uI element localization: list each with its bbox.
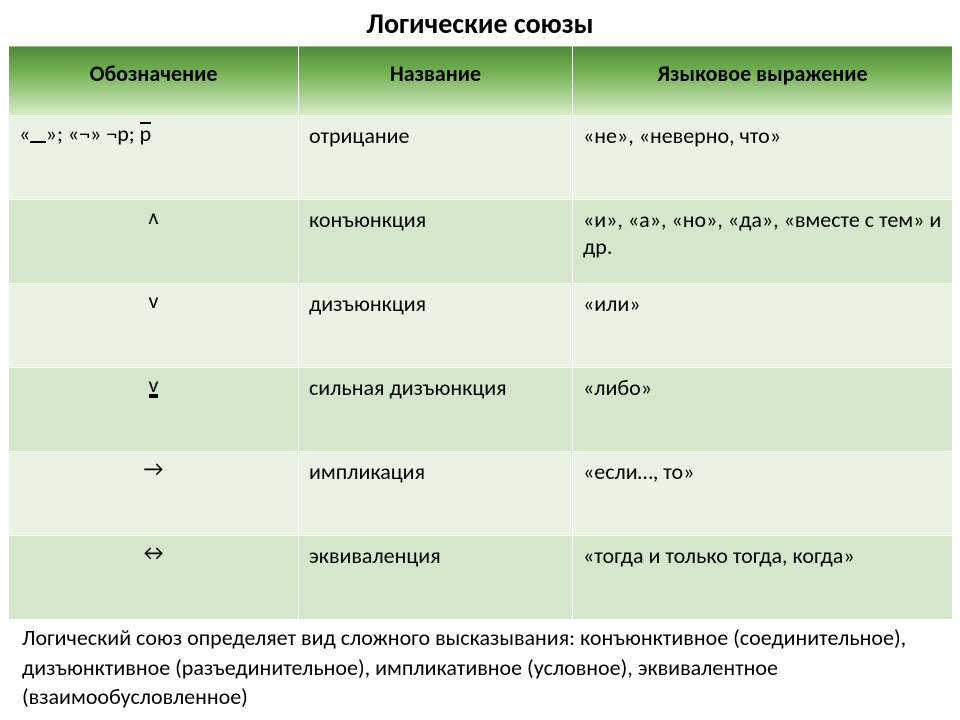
table-row: « »; «¬» ¬p; p отрицание «не», «неверно, … [9,116,953,200]
cell-name: эквиваленция [299,536,573,620]
cell-name: импликация [299,452,573,536]
p-overline: p [140,122,152,145]
page-title: Логические союзы [0,0,960,45]
cell-symbol-negation: « »; «¬» ¬p; p [9,116,299,200]
table-row: ↔ эквиваленция «тогда и только тогда, ко… [9,536,953,620]
cell-name: конъюнкция [299,200,573,284]
cell-expression: «тогда и только тогда, когда» [573,536,953,620]
cell-symbol-strong-disjunction: v [9,368,299,452]
table-row: v сильная дизъюнкция «либо» [9,368,953,452]
neg-part-1: « [19,120,30,147]
cell-expression: «или» [573,284,953,368]
cell-symbol: v [9,284,299,368]
col-header-symbol: Обозначение [9,46,299,116]
cell-expression: «если…, то» [573,452,953,536]
cell-symbol: → [9,452,299,536]
footnote-text: Логический союз определяет вид сложного … [22,623,938,712]
table-row: → импликация «если…, то» [9,452,953,536]
table-row: v дизъюнкция «или» [9,284,953,368]
logic-table: Обозначение Название Языковое выражение … [8,45,953,620]
cell-expression: «не», «неверно, что» [573,116,953,200]
table-header-row: Обозначение Название Языковое выражение [9,46,953,116]
cell-symbol: ᴧ [9,200,299,284]
cell-symbol: ↔ [9,536,299,620]
v-underline-icon: v [149,374,159,396]
cell-name: сильная дизъюнкция [299,368,573,452]
cell-name: дизъюнкция [299,284,573,368]
cell-expression: «и», «а», «но», «да», «вместе с тем» и д… [573,200,953,284]
table-row: ᴧ конъюнкция «и», «а», «но», «да», «вмес… [9,200,953,284]
neg-part-2: »; «¬» ¬p; [46,120,140,147]
slide-page: Логические союзы Обозначение Название Яз… [0,0,960,720]
col-header-expression: Языковое выражение [573,46,953,116]
col-header-name: Название [299,46,573,116]
cell-expression: «либо» [573,368,953,452]
cell-name: отрицание [299,116,573,200]
